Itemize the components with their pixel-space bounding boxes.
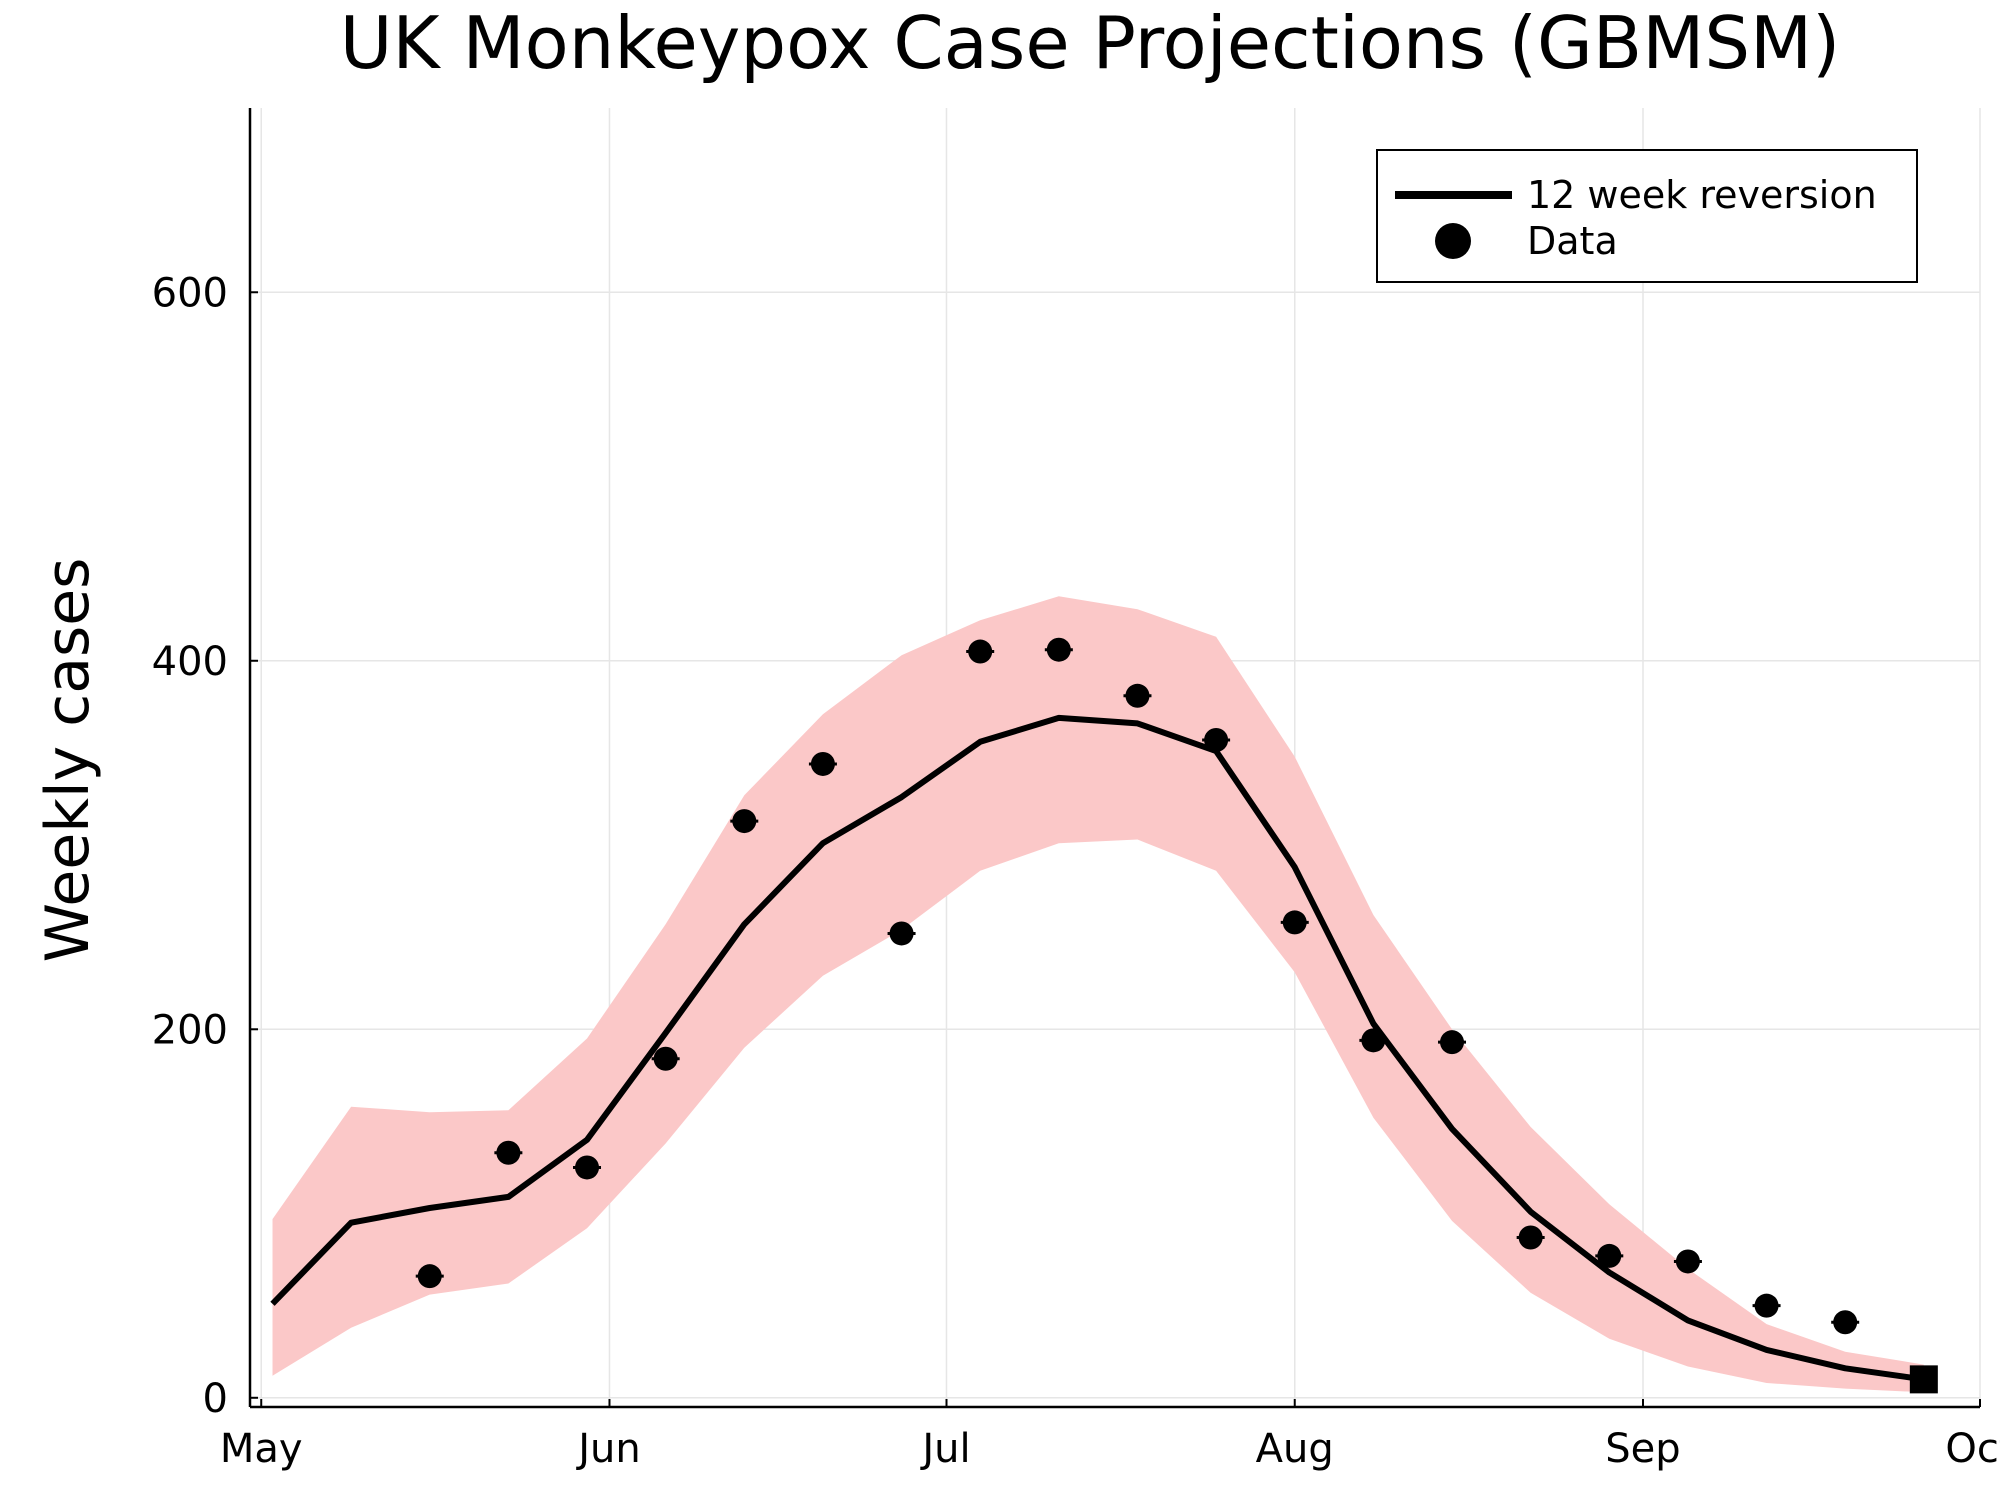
projection-line	[270, 714, 1925, 1383]
uncertainty-band-area	[272, 596, 1924, 1393]
x-tick-label: Sep	[1605, 1426, 1680, 1472]
y-tick-label: 0	[203, 1376, 228, 1422]
data-point	[1518, 1225, 1543, 1250]
data-point	[732, 809, 757, 834]
legend-label-data: Data	[1527, 219, 1618, 263]
uncertainty-band	[272, 596, 1924, 1393]
data-point	[1675, 1249, 1700, 1274]
x-tick-label: Aug	[1256, 1426, 1334, 1472]
x-tick-label: Jun	[575, 1426, 641, 1472]
data-points	[415, 637, 1938, 1394]
data-point	[810, 751, 835, 776]
data-point	[417, 1264, 442, 1289]
x-tick-label: May	[220, 1426, 303, 1472]
legend-box	[1376, 149, 1918, 283]
y-tick-label: 600	[152, 270, 228, 316]
data-point	[575, 1155, 600, 1180]
data-point	[1125, 683, 1150, 708]
data-point	[496, 1140, 521, 1165]
legend-circle-swatch	[1435, 223, 1471, 259]
data-point	[1833, 1310, 1858, 1335]
x-tick-label: Jul	[919, 1426, 970, 1472]
y-tick-label: 200	[152, 1007, 228, 1053]
last-point-marker	[1909, 1365, 1938, 1394]
x-tick-label: Oct	[1945, 1426, 2000, 1472]
data-point	[1440, 1030, 1465, 1055]
plot-axes	[248, 108, 1981, 1409]
data-point	[1282, 910, 1307, 935]
projection-line-group	[270, 714, 1925, 1383]
y-axis-label: Weekly cases	[33, 558, 103, 963]
data-point	[1046, 637, 1071, 662]
data-point	[1597, 1243, 1622, 1268]
tick-labels: May Jun Jul Aug Sep Oct 0 200 400 600	[152, 270, 2000, 1472]
data-point	[1754, 1293, 1779, 1318]
chart-title: UK Monkeypox Case Projections (GBMSM)	[340, 1, 1841, 85]
data-point	[653, 1046, 678, 1071]
y-tick-label: 400	[152, 639, 228, 685]
data-point	[1204, 727, 1229, 752]
data-point	[1361, 1028, 1386, 1053]
data-point	[968, 639, 993, 664]
legend-label-projection: 12 week reversion	[1527, 173, 1877, 217]
data-point	[889, 921, 914, 946]
